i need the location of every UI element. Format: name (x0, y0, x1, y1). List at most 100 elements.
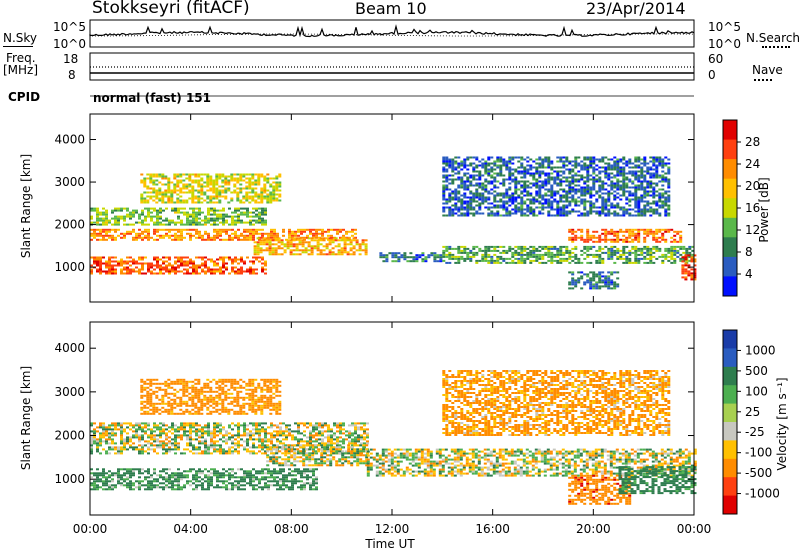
echo-cell (210, 207, 213, 210)
echo-cell (607, 168, 611, 171)
echo-cell (613, 184, 617, 187)
echo-cell (180, 211, 183, 214)
echo-cell (192, 474, 195, 477)
echo-cell (556, 202, 560, 205)
echo-cell (451, 204, 455, 207)
echo-cell (655, 190, 659, 193)
echo-cell (222, 486, 225, 489)
echo-cell (553, 178, 557, 181)
echo-cell (610, 182, 614, 185)
echo-cell (658, 249, 662, 252)
echo-cell (637, 178, 641, 181)
echo-cell (340, 239, 344, 242)
echo-cell (661, 192, 665, 195)
echo-cell (215, 189, 219, 192)
echo-cell (580, 249, 584, 252)
echo-cell (336, 232, 339, 235)
echo-cell (237, 480, 240, 483)
echo-cell (658, 180, 662, 183)
echo-cell (607, 204, 611, 207)
echo-cell (550, 208, 554, 211)
echo-cell (690, 274, 694, 277)
echo-cell (93, 207, 96, 210)
echo-cell (155, 175, 159, 178)
echo-cell (295, 249, 299, 252)
echo-cell (198, 234, 201, 237)
echo-cell (487, 192, 491, 195)
echo-cell (514, 182, 518, 185)
echo-cell (580, 164, 584, 167)
echo-cell (192, 424, 195, 427)
echo-cell (550, 160, 554, 163)
echo-cell (267, 470, 270, 473)
echo-cell (174, 266, 177, 269)
echo-cell (508, 156, 512, 159)
echo-cell (129, 486, 132, 489)
echo-cell (201, 262, 204, 265)
echo-cell (140, 173, 144, 176)
echo-cell (571, 194, 575, 197)
echo-cell (634, 247, 638, 250)
echo-cell (433, 256, 437, 259)
echo-cell (269, 195, 273, 198)
echo-cell (634, 232, 638, 235)
echo-cell (200, 187, 204, 190)
echo-cell (164, 193, 168, 196)
echo-cell (258, 260, 261, 263)
echo-cell (301, 249, 305, 252)
echo-cell (237, 258, 240, 261)
echo-cell (147, 442, 150, 445)
echo-cell (583, 240, 587, 243)
echo-cell (580, 212, 584, 215)
echo-cell (105, 480, 108, 483)
echo-cell (502, 164, 506, 167)
echo-cell (592, 210, 596, 213)
echo-cell (135, 486, 138, 489)
echo-cell (186, 272, 189, 275)
echo-cell (589, 234, 593, 237)
echo-cell (174, 228, 177, 231)
echo-cell (201, 219, 204, 222)
echo-cell (514, 206, 518, 209)
echo-cell (197, 195, 201, 198)
echo-cell (147, 207, 150, 210)
echo-cell (619, 198, 623, 201)
echo-cell (240, 207, 243, 210)
echo-cell (586, 168, 590, 171)
echo-cell (604, 236, 608, 239)
echo-cell (231, 221, 234, 224)
echo-cell (451, 190, 455, 193)
echo-cell (298, 249, 302, 252)
echo-cell (258, 219, 261, 222)
echo-cell (156, 238, 159, 241)
echo-cell (231, 486, 234, 489)
echo-cell (209, 195, 213, 198)
echo-cell (472, 174, 476, 177)
echo-cell (231, 468, 234, 471)
echo-cell (222, 272, 225, 275)
echo-cell (186, 211, 189, 214)
echo-cell (297, 234, 300, 237)
echo-cell (227, 175, 231, 178)
echo-cell (511, 255, 515, 258)
echo-cell (637, 198, 641, 201)
echo-cell (301, 245, 305, 248)
echo-cell (442, 160, 446, 163)
echo-cell (245, 187, 249, 190)
echo-cell (613, 214, 617, 217)
echo-cell (123, 207, 126, 210)
echo-cell (90, 488, 93, 491)
echo-cell (457, 245, 461, 248)
echo-cell (96, 468, 99, 471)
echo-cell (691, 249, 695, 252)
echo-cell (622, 257, 626, 260)
echo-cell (454, 162, 458, 165)
echo-cell (616, 164, 620, 167)
echo-cell (216, 209, 219, 212)
echo-cell (684, 270, 688, 273)
echo-cell (192, 272, 195, 275)
echo-cell (138, 440, 141, 443)
echo-cell (628, 234, 632, 237)
echo-cell (652, 158, 656, 161)
echo-cell (111, 228, 114, 231)
